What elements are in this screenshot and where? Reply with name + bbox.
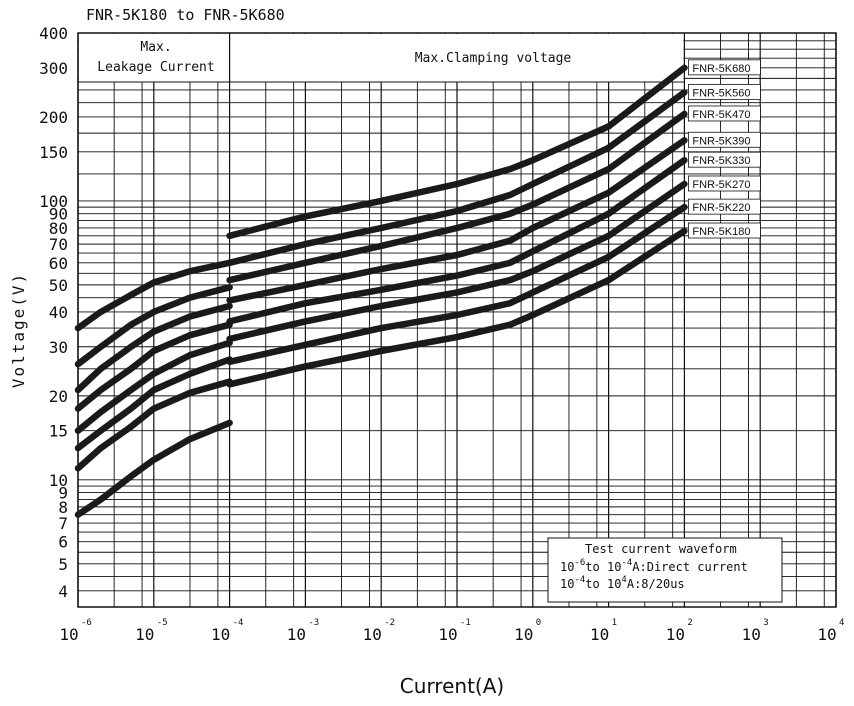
x-tick-label: 10 — [363, 625, 382, 644]
y-tick-label: 6 — [58, 533, 68, 552]
y-tick-label: 4 — [58, 582, 68, 601]
series-label-FNR-5K390: FNR-5K390 — [692, 135, 750, 147]
series-label-box — [688, 59, 761, 76]
series-leakage-FNR-5K180 — [74, 419, 233, 518]
series-clamping-FNR-5K680 — [226, 64, 688, 240]
x-tick-label: 10 — [666, 625, 685, 644]
note-line3: 10-4to 104A:8/20us — [560, 575, 685, 591]
series-clamping-FNR-5K390 — [226, 137, 688, 304]
x-axis-label: Current(A) — [400, 674, 504, 698]
series-label-FNR-5K220: FNR-5K220 — [692, 202, 750, 214]
x-tick-label: 10 — [59, 625, 78, 644]
test-waveform-note: Test current waveform 10-6to 10-4A:Direc… — [547, 537, 783, 603]
x-tick-exponent: -2 — [384, 618, 395, 628]
x-tick-exponent: 2 — [687, 618, 692, 628]
x-tick-exponent: -3 — [308, 618, 319, 628]
series-leakage-FNR-5K390 — [74, 321, 233, 412]
series-label-FNR-5K560: FNR-5K560 — [692, 87, 750, 99]
curves — [74, 64, 688, 518]
y-tick-label: 80 — [49, 219, 68, 238]
x-tick-exponent: 3 — [763, 618, 768, 628]
leakage-region-label-line1: Max. — [140, 40, 171, 55]
series-clamping-FNR-5K180 — [226, 227, 688, 388]
y-tick-label: 9 — [58, 484, 68, 503]
note-line2: 10-6to 10-4A:Direct current — [560, 558, 748, 574]
note-line1: Test current waveform — [585, 542, 737, 556]
series-clamping-FNR-5K560 — [226, 89, 688, 267]
series-label-box — [688, 151, 761, 168]
y-axis-label: Voltage(V) — [9, 272, 28, 388]
y-tick-label: 200 — [39, 108, 68, 127]
series-label-FNR-5K180: FNR-5K180 — [692, 226, 750, 238]
x-tick-label: 10 — [438, 625, 457, 644]
y-tick-label: 20 — [49, 387, 68, 406]
y-tick-label: 300 — [39, 59, 68, 78]
x-tick-exponent: -6 — [81, 618, 92, 628]
y-tick-label: 30 — [49, 338, 68, 357]
series-label-FNR-5K270: FNR-5K270 — [692, 179, 750, 191]
series-label-box — [688, 175, 761, 192]
y-tick-label: 400 — [39, 24, 68, 43]
y-tick-label: 50 — [49, 276, 68, 295]
y-tick-label: 150 — [39, 143, 68, 162]
y-tick-label: 40 — [49, 303, 68, 322]
x-tick-exponent: 1 — [612, 618, 617, 628]
y-tick-label: 60 — [49, 254, 68, 273]
series-label-FNR-5K470: FNR-5K470 — [692, 109, 750, 121]
leakage-region-label-line2: Leakage Current — [97, 60, 214, 75]
x-tick-exponent: -4 — [233, 618, 244, 628]
y-tick-label: 5 — [58, 555, 68, 574]
series-labels: FNR-5K680 FNR-5K560 FNR-5K470 FNR-5K390 FNR-… — [688, 59, 761, 239]
x-tick-exponent: -5 — [157, 618, 168, 628]
y-tick-label: 8 — [58, 498, 68, 517]
region-header-band — [79, 34, 684, 82]
y-tick-label: 90 — [49, 205, 68, 224]
clamping-region-label: Max.Clamping voltage — [415, 51, 572, 66]
y-tick-label: 70 — [49, 235, 68, 254]
series-label-box — [688, 222, 761, 239]
x-tick-label: 10 — [817, 625, 836, 644]
x-tick-exponent: 4 — [839, 618, 844, 628]
series-leakage-FNR-5K330 — [74, 339, 233, 434]
series-label-FNR-5K330: FNR-5K330 — [692, 155, 750, 167]
x-tick-label: 10 — [135, 625, 154, 644]
series-leakage-FNR-5K560 — [74, 284, 233, 368]
series-leakage-FNR-5K680 — [74, 259, 233, 332]
x-tick-label: 10 — [287, 625, 306, 644]
series-label-FNR-5K680: FNR-5K680 — [692, 63, 750, 75]
series-leakage-FNR-5K470 — [74, 302, 233, 394]
series-label-box — [688, 131, 761, 148]
y-tick-label: 15 — [49, 422, 68, 441]
x-tick-label: 10 — [742, 625, 761, 644]
y-tick-label: 7 — [58, 514, 68, 533]
y-tick-label: 10 — [49, 471, 68, 490]
series-clamping-FNR-5K330 — [226, 156, 688, 325]
x-tick-exponent: -1 — [460, 618, 471, 628]
series-label-box — [688, 198, 761, 215]
series-leakage-FNR-5K270 — [74, 356, 233, 452]
series-clamping-FNR-5K220 — [226, 203, 688, 366]
chart-title: FNR-5K180 to FNR-5K680 — [86, 6, 285, 24]
x-tick-label: 10 — [590, 625, 609, 644]
series-clamping-FNR-5K270 — [226, 180, 688, 343]
series-clamping-FNR-5K470 — [226, 110, 688, 284]
series-leakage-FNR-5K220 — [74, 378, 233, 472]
x-tick-label: 10 — [211, 625, 230, 644]
y-tick-label: 100 — [39, 192, 68, 211]
series-label-box — [688, 105, 761, 122]
x-tick-label: 10 — [514, 625, 533, 644]
x-tick-exponent: 0 — [536, 618, 541, 628]
series-label-box — [688, 83, 761, 100]
